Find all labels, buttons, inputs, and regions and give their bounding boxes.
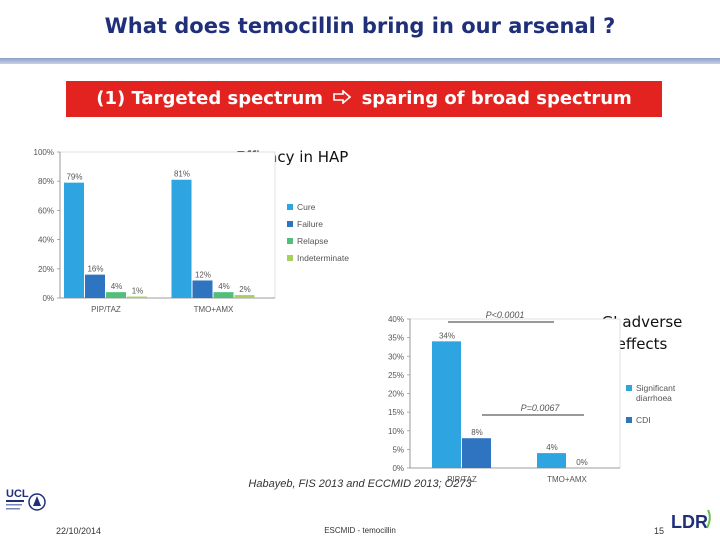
legend-label: Significant [636, 383, 676, 393]
svg-text:LDR: LDR [671, 512, 708, 532]
legend-label: Failure [297, 219, 323, 229]
y-tick-label: 20% [388, 390, 404, 399]
y-tick-label: 80% [38, 177, 54, 186]
bar-failure [85, 274, 105, 298]
legend-swatch [626, 417, 632, 423]
legend-swatch [287, 255, 293, 261]
p-value-1: P<0.0001 [486, 310, 525, 320]
y-tick-label: 15% [388, 408, 404, 417]
data-label: 34% [439, 331, 455, 340]
title-divider [0, 58, 720, 64]
data-label: 16% [87, 265, 103, 274]
bar-cure [64, 182, 84, 298]
bar-relapse [106, 292, 126, 298]
bar-indeterminate [127, 296, 147, 298]
gi-adverse-chart: 0% 5% 10% 15% 20% 25% 30% 35% 40% 34% 8% PIP/TAZ 4% 0… [388, 310, 676, 484]
y-tick-label: 60% [38, 206, 54, 215]
efficacy-hap-chart: 0% 20% 40% 60% 80% 100% 79% 16% 4% 1% PIP/TAZ 81% 12… [34, 148, 350, 314]
y-tick-label: 40% [38, 236, 54, 245]
y-tick-label: 5% [392, 445, 404, 454]
right-arrow-icon [333, 81, 352, 117]
footer-date: 22/10/2014 [56, 526, 102, 536]
legend-label: Indeterminate [297, 253, 349, 263]
data-label: 4% [546, 443, 558, 452]
data-label: 12% [195, 270, 211, 279]
svg-text:UCL: UCL [6, 488, 29, 500]
y-tick-label: 35% [388, 334, 404, 343]
p-value-2: P=0.0067 [521, 403, 561, 413]
legend-swatch [287, 238, 293, 244]
chart2-title-text: GI adverse effects [601, 313, 683, 353]
x-tick-label: TMO+AMX [547, 475, 587, 484]
y-tick-label: 25% [388, 371, 404, 380]
bar-significant-diarrhoea [537, 453, 566, 468]
data-label: 4% [111, 282, 123, 291]
y-tick-label: 0% [42, 294, 54, 303]
data-label: 8% [471, 428, 483, 437]
bar-failure [192, 280, 213, 298]
plot-area [59, 151, 276, 299]
data-label: 2% [239, 285, 251, 294]
legend-label: Cure [297, 202, 316, 212]
x-tick-label: PIP/TAZ [447, 475, 477, 484]
footer-center: ESCMID - temocillin [324, 526, 396, 535]
banner-text-right: sparing of broad spectrum drugs [334, 88, 632, 145]
legend-swatch [626, 385, 632, 391]
y-tick-label: 100% [34, 148, 54, 157]
data-label: 1% [132, 287, 144, 296]
data-label: 4% [218, 282, 230, 291]
banner-text-left: (1) Targeted spectrum [96, 88, 324, 109]
bar-significant-diarrhoea [432, 341, 461, 468]
legend-label: Relapse [297, 236, 328, 246]
data-label: 79% [66, 173, 82, 182]
y-tick-label: 40% [388, 315, 404, 324]
legend-label-cont: diarrhoea [636, 393, 672, 403]
y-tick-label: 10% [388, 427, 404, 436]
data-label: 0% [576, 458, 588, 467]
y-tick-label: 0% [392, 464, 404, 473]
y-tick-label: 30% [388, 352, 404, 361]
bar-cure [171, 179, 192, 298]
slide-title: What does temocillin bring in our arsena… [104, 14, 616, 38]
ldr-logo: LDR [670, 506, 714, 536]
chart2-title: GI adverse effects [590, 311, 694, 355]
legend-label: CDI [636, 415, 651, 425]
spectrum-banner: (1) Targeted spectrum sparing of broad s… [66, 81, 662, 145]
legend-swatch [287, 204, 293, 210]
bar-relapse [213, 292, 234, 298]
y-tick-label: 20% [38, 265, 54, 274]
bar-cdi [462, 438, 491, 468]
legend-swatch [287, 221, 293, 227]
data-label: 81% [174, 170, 190, 179]
x-tick-label: TMO+AMX [194, 305, 234, 314]
bar-indeterminate [234, 295, 255, 298]
citation: Habayeb, FIS 2013 and ECCMID 2013; O273 [248, 478, 472, 490]
x-tick-label: PIP/TAZ [91, 305, 121, 314]
ucl-logo: UCL [6, 484, 46, 520]
page-number: 15 [654, 526, 665, 536]
